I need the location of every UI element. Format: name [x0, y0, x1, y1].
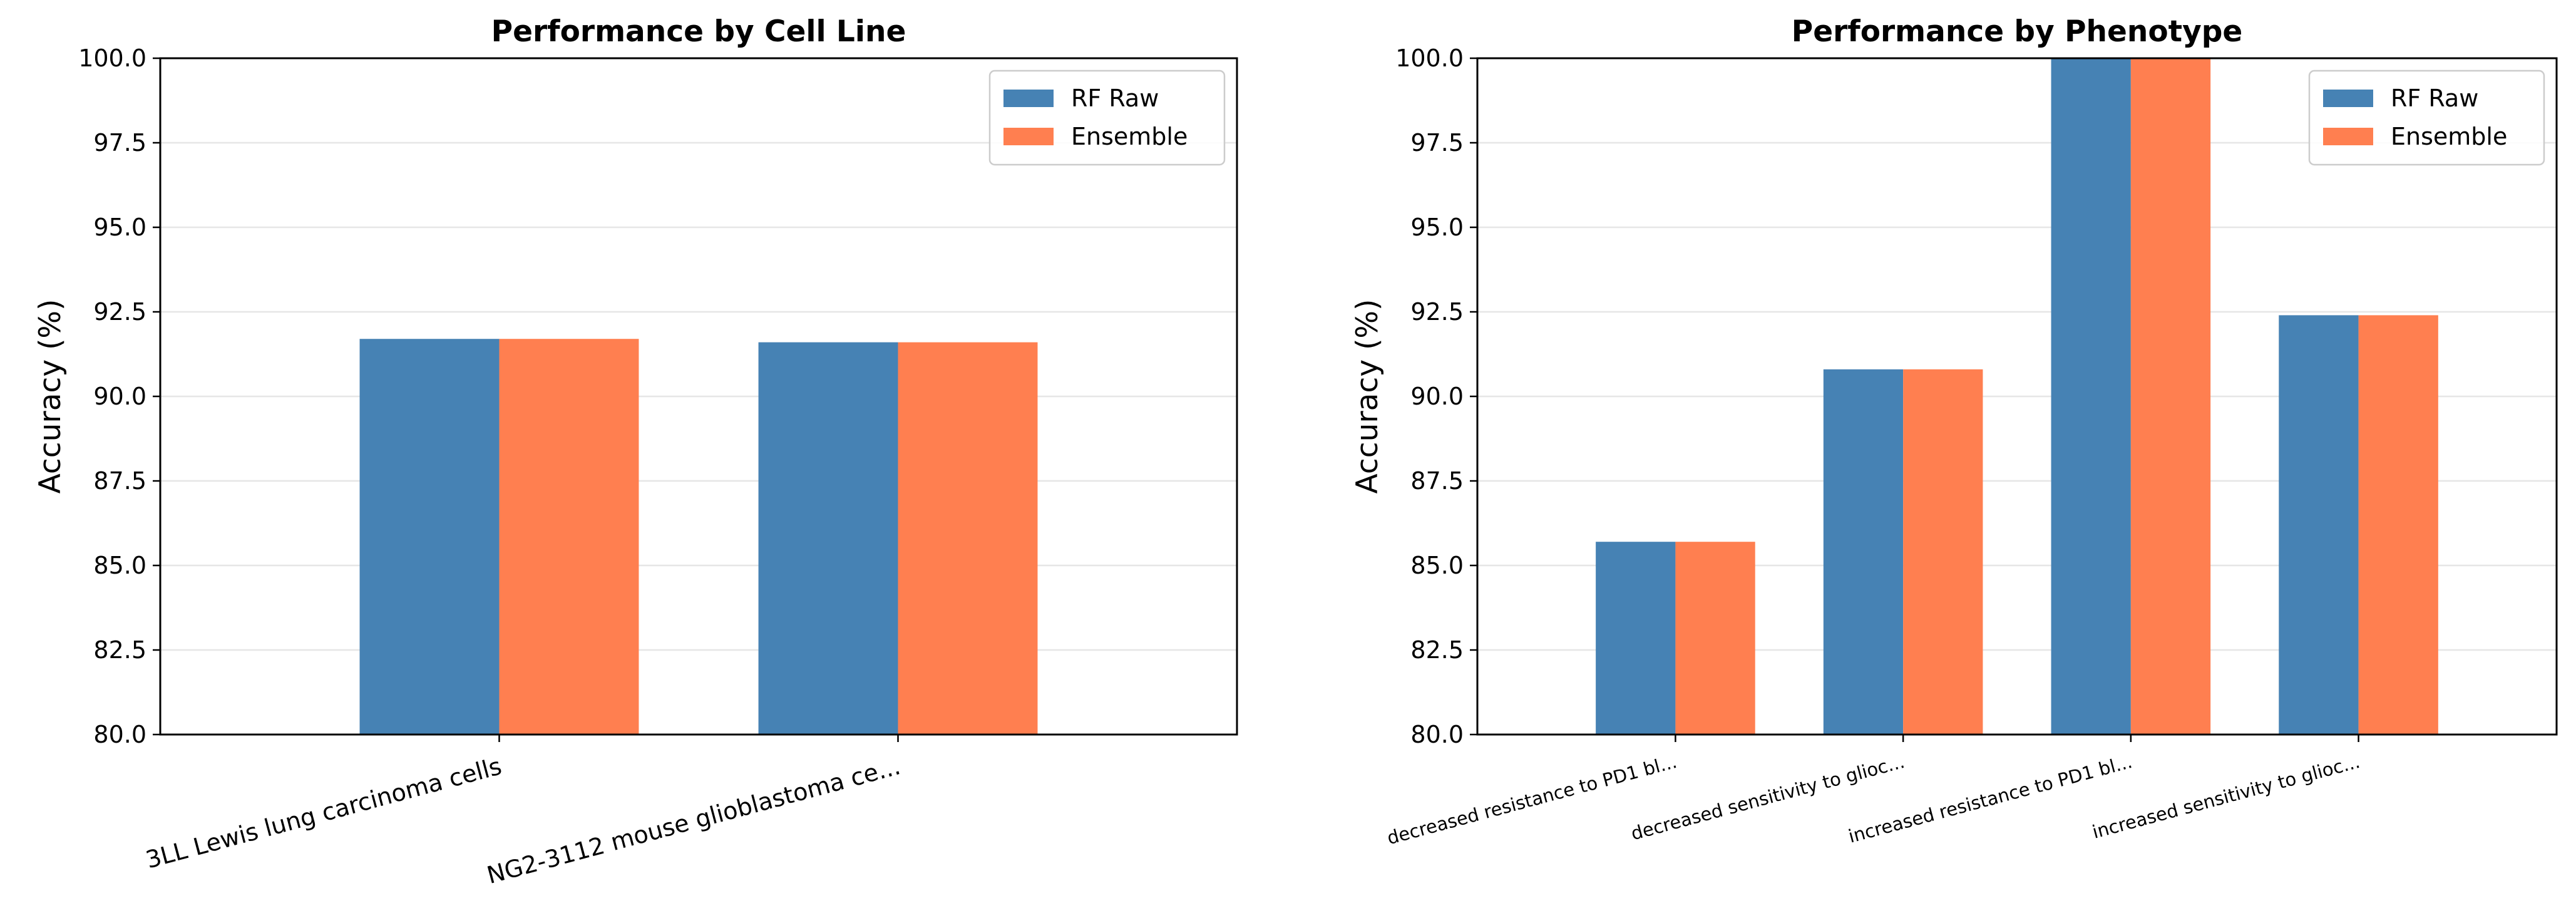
y-tick-label: 95.0 [1410, 214, 1464, 241]
chart-title: Performance by Cell Line [491, 14, 906, 49]
bar-ensemble-1 [499, 339, 639, 735]
legend-label: Ensemble [1071, 123, 1188, 150]
chart-2: 80.082.585.087.590.092.595.097.5100.0dec… [1350, 14, 2558, 848]
bar-rf-raw-1 [1596, 542, 1676, 735]
y-tick-label: 82.5 [1410, 636, 1464, 664]
legend-label: Ensemble [2391, 123, 2507, 150]
y-tick-label: 85.0 [1410, 552, 1464, 579]
legend: RF Raw Ensemble [2308, 70, 2545, 166]
legend-swatch [2323, 128, 2373, 145]
x-tick-label: NG2-3112 mouse glioblastoma ce... [484, 752, 903, 889]
bar-rf-raw-1 [359, 339, 500, 735]
y-axis-label: Accuracy (%) [1350, 299, 1385, 494]
plot-frame [1476, 57, 2558, 736]
y-tick-label: 80.0 [1410, 721, 1464, 748]
legend-swatch [2323, 90, 2373, 107]
y-tick-label: 97.5 [93, 129, 146, 157]
legend-label: RF Raw [2391, 85, 2478, 112]
y-tick-label: 92.5 [1410, 298, 1464, 326]
bar-rf-raw-2 [1823, 369, 1904, 735]
y-tick-label: 87.5 [93, 467, 146, 495]
y-tick-label: 100.0 [1395, 44, 1464, 72]
y-tick-label: 95.0 [93, 214, 146, 241]
y-tick-label: 85.0 [93, 552, 146, 579]
chart-title: Performance by Phenotype [1792, 14, 2242, 49]
bar-ensemble-2 [898, 342, 1038, 735]
chart-1: 80.0 82.5 85.0 87.5 90.0 92.5 95.0 97.5 100.0 3LL… [33, 14, 1238, 889]
plot-frame [159, 57, 1238, 736]
bar-ensemble-2 [1903, 369, 1983, 735]
bar-ensemble-3 [2130, 58, 2211, 735]
y-tick-label: 97.5 [1410, 129, 1464, 157]
y-tick-label: 90.0 [1410, 383, 1464, 410]
x-tick-label: 3LL Lewis lung carcinoma cells [143, 752, 505, 874]
bar-rf-raw-2 [758, 342, 898, 735]
legend-swatch [1003, 90, 1054, 107]
legend: RF Raw Ensemble [988, 70, 1226, 166]
y-tick-label: 87.5 [1410, 467, 1464, 495]
legend-swatch [1003, 128, 1054, 145]
y-tick-label: 80.0 [93, 721, 146, 748]
y-tick-label: 90.0 [93, 383, 146, 410]
y-axis-label: Accuracy (%) [33, 299, 68, 494]
bar-rf-raw-4 [2279, 315, 2359, 735]
y-tick-label: 92.5 [93, 298, 146, 326]
bar-ensemble-1 [1675, 542, 1755, 735]
y-tick-label: 82.5 [93, 636, 146, 664]
legend-label: RF Raw [1071, 85, 1159, 112]
y-tick-label: 100.0 [78, 44, 146, 72]
bar-rf-raw-3 [2051, 58, 2131, 735]
bar-ensemble-4 [2358, 315, 2438, 735]
